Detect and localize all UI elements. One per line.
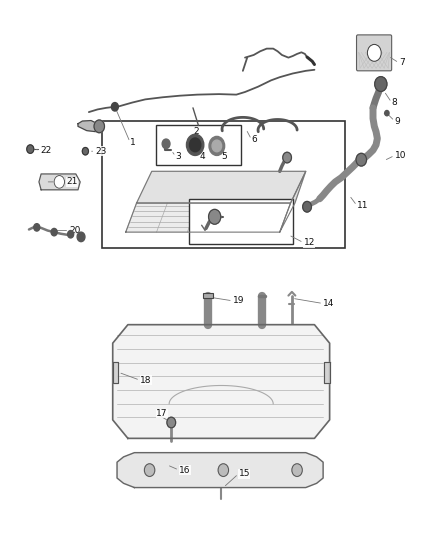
Polygon shape bbox=[78, 120, 100, 132]
Text: 2: 2 bbox=[193, 127, 198, 136]
Circle shape bbox=[190, 138, 201, 152]
Polygon shape bbox=[324, 362, 330, 383]
Circle shape bbox=[283, 152, 291, 163]
Circle shape bbox=[145, 464, 155, 477]
Text: 8: 8 bbox=[392, 98, 397, 107]
Text: 19: 19 bbox=[233, 296, 244, 305]
Circle shape bbox=[27, 145, 34, 154]
Circle shape bbox=[375, 77, 387, 92]
Text: 4: 4 bbox=[199, 152, 205, 161]
Polygon shape bbox=[137, 171, 306, 203]
Text: 6: 6 bbox=[251, 135, 257, 144]
Polygon shape bbox=[126, 203, 290, 232]
Text: 9: 9 bbox=[395, 117, 400, 126]
Circle shape bbox=[208, 209, 221, 224]
Circle shape bbox=[94, 120, 105, 133]
Text: 1: 1 bbox=[130, 138, 136, 147]
Circle shape bbox=[218, 464, 229, 477]
Text: 11: 11 bbox=[357, 201, 368, 210]
Circle shape bbox=[162, 139, 170, 149]
Bar bbox=[156, 125, 241, 165]
Text: 3: 3 bbox=[176, 152, 181, 161]
Circle shape bbox=[51, 229, 57, 236]
Text: 15: 15 bbox=[239, 469, 250, 478]
Polygon shape bbox=[113, 325, 330, 438]
Circle shape bbox=[367, 44, 381, 61]
Text: 20: 20 bbox=[69, 226, 81, 235]
Bar bbox=[102, 121, 345, 248]
Text: 14: 14 bbox=[323, 299, 335, 308]
Text: 12: 12 bbox=[304, 238, 315, 247]
Circle shape bbox=[77, 232, 85, 241]
Circle shape bbox=[212, 140, 222, 152]
Text: 5: 5 bbox=[221, 152, 227, 161]
Bar bbox=[202, 293, 213, 298]
Text: 10: 10 bbox=[395, 151, 406, 160]
Polygon shape bbox=[39, 174, 80, 190]
Text: 18: 18 bbox=[140, 376, 152, 385]
Polygon shape bbox=[280, 171, 306, 232]
Text: 7: 7 bbox=[399, 59, 405, 67]
Circle shape bbox=[209, 136, 225, 156]
Text: 23: 23 bbox=[95, 147, 107, 156]
Text: 21: 21 bbox=[66, 177, 78, 187]
Circle shape bbox=[303, 201, 311, 212]
Circle shape bbox=[67, 231, 74, 238]
Polygon shape bbox=[113, 362, 118, 383]
Circle shape bbox=[34, 224, 40, 231]
FancyBboxPatch shape bbox=[357, 35, 392, 71]
Circle shape bbox=[292, 464, 302, 477]
Polygon shape bbox=[117, 453, 323, 488]
Circle shape bbox=[54, 175, 64, 188]
Text: 16: 16 bbox=[179, 466, 191, 474]
Circle shape bbox=[167, 417, 176, 428]
Circle shape bbox=[385, 110, 389, 116]
Circle shape bbox=[356, 154, 367, 166]
Circle shape bbox=[111, 102, 118, 111]
Circle shape bbox=[82, 148, 88, 155]
Text: 17: 17 bbox=[156, 409, 168, 418]
Text: 22: 22 bbox=[40, 146, 52, 155]
Bar bbox=[189, 199, 293, 244]
Circle shape bbox=[187, 134, 204, 156]
